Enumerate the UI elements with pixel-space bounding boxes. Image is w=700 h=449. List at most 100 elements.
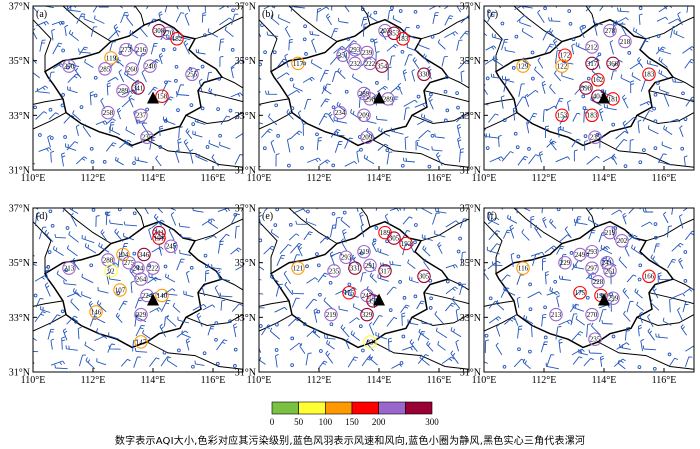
wind-barb [259, 307, 265, 309]
aqi-circle [585, 261, 599, 275]
calm-circle [163, 119, 168, 123]
wind-barb [682, 208, 689, 212]
wind-barb [292, 208, 306, 214]
wind-barb [586, 155, 600, 165]
wind-barb [572, 112, 581, 122]
wind-barb [83, 15, 95, 24]
wind-barb [304, 98, 312, 110]
wind-barb [487, 11, 497, 23]
aqi-circle [360, 130, 374, 144]
aqi-value: 291 [365, 262, 376, 270]
wind-barb [663, 125, 673, 135]
aqi-value: 247 [362, 292, 373, 300]
wind-barb [75, 156, 88, 165]
luohe-marker [598, 91, 610, 104]
wind-barb [558, 275, 571, 281]
neighbor-boundary [645, 218, 694, 242]
wind-barb [319, 159, 331, 166]
lon-tick-label: 116°E [652, 173, 677, 184]
calm-circle [430, 34, 435, 39]
wind-barb [434, 311, 444, 325]
wind-barb [573, 149, 578, 162]
lon-tick-label: 110°E [472, 375, 497, 386]
aqi-value: 293 [341, 254, 352, 262]
calm-circle [318, 292, 322, 297]
wind-barb [158, 53, 164, 65]
aqi-circle [62, 59, 76, 73]
wind-barb [549, 218, 557, 229]
calm-circle [358, 324, 363, 329]
wind-barb [456, 39, 463, 51]
lon-tick-label: 110°E [21, 173, 46, 184]
wind-barb [49, 314, 61, 325]
calm-circle [653, 235, 658, 240]
wind-barb [33, 68, 40, 79]
wind-barb [329, 251, 336, 266]
wind-barb [636, 301, 645, 312]
calm-circle [585, 295, 590, 300]
wind-barb [631, 72, 641, 81]
wind-barb [549, 83, 556, 95]
calm-circle [132, 211, 137, 216]
aqi-circle [131, 261, 145, 275]
aqi-value: 293 [587, 248, 598, 256]
aqi-circle [603, 225, 617, 240]
calm-circle [274, 348, 279, 352]
wind-barb [618, 256, 628, 269]
wind-barb [183, 40, 190, 55]
wind-barb [313, 308, 319, 323]
wind-barb [183, 290, 194, 298]
wind-barb [219, 17, 233, 26]
lon-tick-label: 116°E [201, 173, 226, 184]
wind-barb [414, 102, 428, 108]
aqi-circle [152, 225, 166, 240]
calm-circle [652, 106, 656, 111]
wind-barb [662, 317, 672, 326]
calm-circle [216, 107, 220, 111]
wind-barb [81, 291, 92, 300]
wind-barb [650, 299, 660, 311]
aqi-value: 331 [350, 265, 361, 273]
colorbar-segment [298, 401, 326, 415]
colorbar-segment [378, 401, 406, 415]
aqi-value: 212 [587, 43, 598, 51]
wind-barb [517, 155, 528, 166]
wind-barb [663, 211, 669, 224]
wind-barb [305, 352, 312, 366]
wind-barb [148, 227, 153, 241]
aqi-value: 404 [593, 93, 604, 101]
aqi-circle [170, 32, 184, 46]
lon-tick-label: 114°E [592, 375, 617, 386]
aqi-value: 140 [157, 292, 168, 300]
wind-barb [378, 126, 391, 137]
wind-barb [361, 16, 368, 27]
wind-barb [198, 78, 203, 93]
wind-barb [185, 338, 191, 351]
wind-barb [274, 306, 288, 313]
calm-circle [595, 132, 600, 137]
wind-barb [639, 311, 644, 324]
wind-barb [289, 342, 303, 351]
lon-tick-label: 112°E [81, 375, 106, 386]
wind-barb [611, 153, 618, 165]
calm-circle [50, 223, 55, 228]
aqi-value: 261 [605, 267, 616, 275]
wind-barb [109, 121, 115, 134]
aqi-value: 166 [644, 273, 655, 281]
calm-circle [61, 48, 65, 53]
calm-circle [275, 322, 279, 327]
aqi-circle [603, 264, 617, 278]
wind-barb [559, 116, 568, 125]
wind-barb [135, 324, 145, 337]
calm-circle [342, 210, 347, 215]
aqi-circle [417, 67, 431, 82]
map-frame [32, 207, 244, 373]
aqi-value: 218 [620, 38, 631, 46]
neighbor-boundary [484, 300, 515, 307]
aqi-value: 222 [365, 60, 376, 68]
calm-circle [273, 223, 278, 227]
calm-circle [428, 306, 433, 310]
calm-circle [47, 250, 52, 254]
